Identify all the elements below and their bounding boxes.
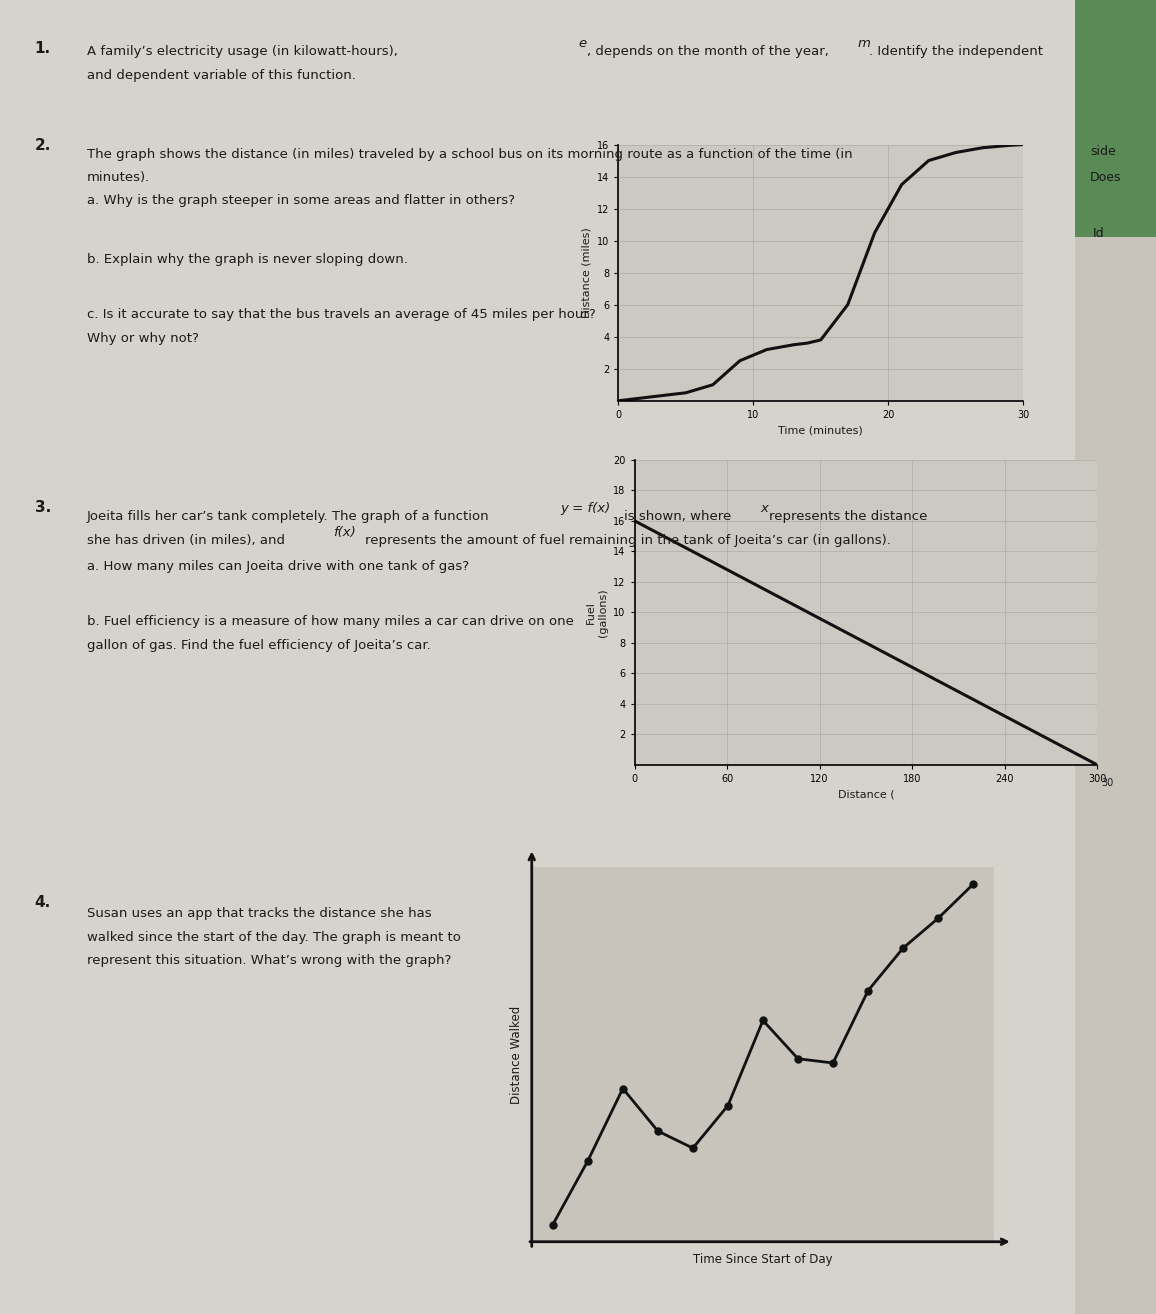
Text: Joeita fills her car’s tank completely. The graph of a function: Joeita fills her car’s tank completely. … [87, 510, 489, 523]
Text: she has driven (in miles), and: she has driven (in miles), and [87, 533, 284, 547]
Text: a. Why is the graph steeper in some areas and flatter in others?: a. Why is the graph steeper in some area… [87, 193, 514, 206]
Text: represents the amount of fuel remaining in the tank of Joeita’s car (in gallons): represents the amount of fuel remaining … [365, 533, 891, 547]
Text: side: side [1090, 145, 1116, 158]
Text: 2.: 2. [35, 138, 51, 152]
Text: is shown, where: is shown, where [624, 510, 732, 523]
Text: e: e [578, 37, 586, 50]
Text: y = f(x): y = f(x) [561, 502, 610, 515]
Y-axis label: Distance Walked: Distance Walked [511, 1005, 524, 1104]
Text: x: x [761, 502, 769, 515]
Text: a. How many miles can Joeita drive with one tank of gas?: a. How many miles can Joeita drive with … [87, 560, 469, 573]
Text: . Identify the independent: . Identify the independent [869, 45, 1044, 58]
Text: gallon of gas. Find the fuel efficiency of Joeita’s car.: gallon of gas. Find the fuel efficiency … [87, 639, 430, 652]
Text: and dependent variable of this function.: and dependent variable of this function. [87, 68, 356, 81]
Text: Why or why not?: Why or why not? [87, 331, 199, 344]
Text: m: m [858, 37, 870, 50]
Text: A family’s electricity usage (in kilowatt-hours),: A family’s electricity usage (in kilowat… [87, 45, 398, 58]
Text: represent this situation. What’s wrong with the graph?: represent this situation. What’s wrong w… [87, 954, 451, 967]
Text: c. Is it accurate to say that the bus travels an average of 45 miles per hour?: c. Is it accurate to say that the bus tr… [87, 307, 595, 321]
Text: b. Fuel efficiency is a measure of how many miles a car can drive on one: b. Fuel efficiency is a measure of how m… [87, 615, 573, 628]
Text: 3.: 3. [35, 501, 51, 515]
Text: walked since the start of the day. The graph is meant to: walked since the start of the day. The g… [87, 930, 460, 943]
Y-axis label: Distance (miles): Distance (miles) [581, 227, 592, 318]
Y-axis label: Fuel
(gallons): Fuel (gallons) [586, 587, 608, 637]
Text: 1.: 1. [35, 41, 51, 55]
X-axis label: Distance (: Distance ( [838, 790, 894, 799]
Text: Does: Does [1090, 171, 1121, 184]
Text: b. Explain why the graph is never sloping down.: b. Explain why the graph is never slopin… [87, 252, 408, 265]
Text: The graph shows the distance (in miles) traveled by a school bus on its morning : The graph shows the distance (in miles) … [87, 147, 852, 160]
Text: f(x): f(x) [333, 526, 356, 539]
Text: Susan uses an app that tracks the distance she has: Susan uses an app that tracks the distan… [87, 907, 431, 920]
Text: 30: 30 [1102, 778, 1114, 788]
Text: 4.: 4. [35, 895, 51, 909]
Text: , depends on the month of the year,: , depends on the month of the year, [587, 45, 829, 58]
Text: represents the distance: represents the distance [769, 510, 927, 523]
X-axis label: Time (minutes): Time (minutes) [778, 426, 864, 435]
Text: Id: Id [1092, 226, 1104, 239]
Text: minutes).: minutes). [87, 171, 150, 184]
X-axis label: Time Since Start of Day: Time Since Start of Day [694, 1252, 832, 1265]
